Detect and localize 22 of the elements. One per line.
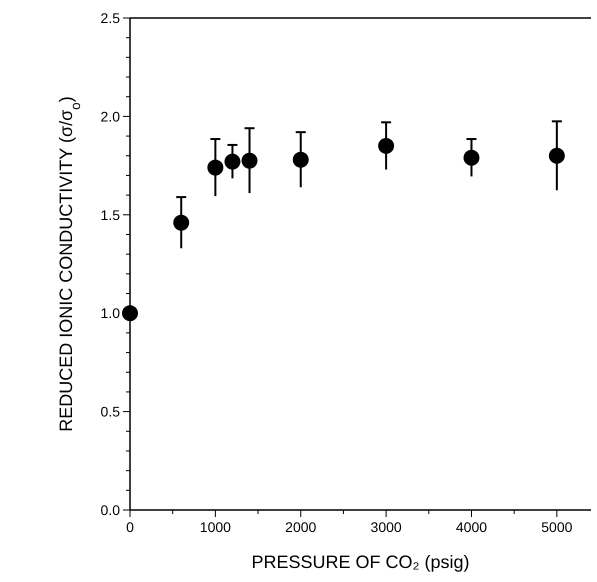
x-axis-title: PRESSURE OF CO₂ (psig)	[251, 552, 470, 572]
x-tick-label: 3000	[370, 519, 402, 535]
x-tick-label: 2000	[285, 519, 317, 535]
point	[292, 152, 309, 168]
point	[548, 148, 565, 164]
x-tick-label: 5000	[541, 519, 573, 535]
x-tick-label: 0	[126, 519, 134, 535]
y-tick-label: 1.5	[100, 206, 120, 223]
y-tick-label: 2.0	[100, 108, 120, 124]
point	[378, 138, 394, 154]
point	[242, 152, 258, 169]
y-tick-label: 2.5	[100, 10, 120, 26]
x-tick-label: 4000	[456, 519, 488, 535]
y-tick-label: 1.0	[100, 305, 120, 322]
point	[464, 150, 480, 166]
point	[122, 305, 138, 322]
point	[224, 154, 240, 170]
point	[173, 214, 190, 231]
y-tick-label: 0.0	[100, 502, 120, 518]
x-tick-label: 1000	[200, 519, 232, 535]
y-tick-label: 0.5	[100, 404, 120, 420]
point	[207, 160, 224, 176]
